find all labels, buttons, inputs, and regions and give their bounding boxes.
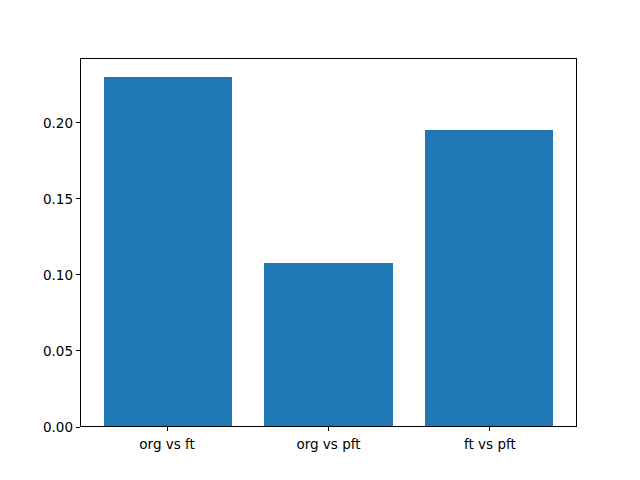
y-tick-label: 0.05 bbox=[43, 342, 73, 360]
x-category-label: ft vs pft bbox=[464, 436, 516, 452]
y-tick-mark bbox=[76, 122, 80, 123]
y-tick-label: 0.20 bbox=[43, 114, 73, 132]
bar-2 bbox=[425, 130, 554, 427]
y-tick-label: 0.15 bbox=[43, 190, 73, 208]
x-category-label: org vs ft bbox=[139, 436, 195, 452]
plot-area bbox=[80, 58, 577, 427]
y-tick-label: 0.00 bbox=[43, 418, 73, 436]
x-category-label: org vs pft bbox=[296, 436, 360, 452]
y-tick-label: 0.10 bbox=[43, 266, 73, 284]
x-tick-mark bbox=[328, 427, 329, 431]
x-tick-mark bbox=[489, 427, 490, 431]
bar-0 bbox=[104, 77, 233, 427]
figure: 0.00 0.05 0.10 0.15 0.20 org vs ft org vs pft f… bbox=[0, 0, 640, 480]
bar-1 bbox=[264, 263, 393, 426]
y-tick-mark bbox=[76, 427, 80, 428]
y-tick-mark bbox=[76, 274, 80, 275]
y-tick-mark bbox=[76, 198, 80, 199]
x-tick-mark bbox=[167, 427, 168, 431]
y-tick-mark bbox=[76, 350, 80, 351]
